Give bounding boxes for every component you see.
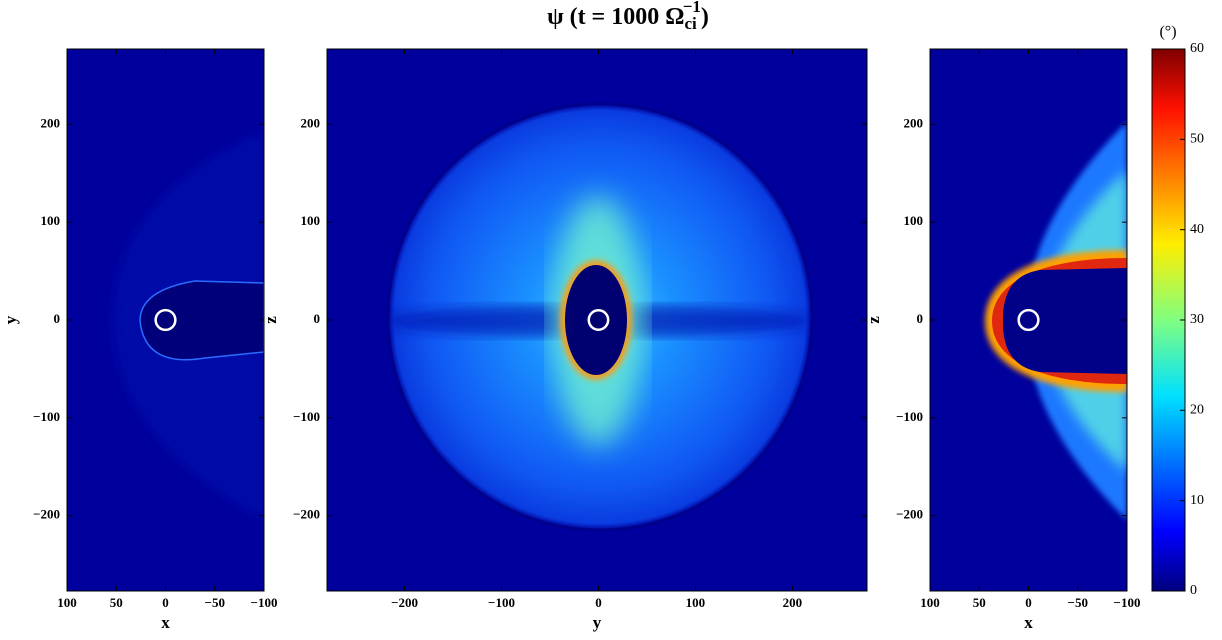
y-tick-label: 100 (301, 213, 321, 228)
colorbar-tick-label: 60 (1190, 41, 1204, 56)
planet-marker (154, 308, 177, 332)
y-axis-label: z (261, 316, 280, 324)
y-tick-label: −100 (896, 409, 923, 424)
panel-field (930, 49, 1127, 591)
colorbar-tick-label: 30 (1190, 312, 1204, 327)
x-tick-label: −100 (1114, 595, 1141, 610)
x-tick-label: 50 (110, 595, 123, 610)
x-tick-label: 200 (783, 595, 803, 610)
x-tick-label: −100 (488, 595, 515, 610)
title-end: ) (701, 4, 709, 30)
x-axis-label: x (161, 613, 170, 632)
y-tick-label: 200 (41, 115, 61, 130)
y-tick-label: −100 (293, 409, 320, 424)
y-tick-label: −200 (293, 507, 320, 522)
x-tick-label: −50 (205, 595, 225, 610)
x-tick-label: 0 (162, 595, 169, 610)
x-tick-label: 0 (595, 595, 602, 610)
colorbar (1151, 48, 1186, 592)
x-tick-label: 0 (1025, 595, 1032, 610)
x-tick-label: 50 (973, 595, 986, 610)
x-tick-label: −50 (1068, 595, 1088, 610)
panel-field (67, 49, 264, 591)
colorbar-label: (°) (1159, 24, 1176, 41)
y-tick-label: 0 (314, 311, 321, 326)
x-tick-label: −100 (251, 595, 278, 610)
y-tick-label: −100 (33, 409, 60, 424)
y-tick-label: 0 (917, 311, 924, 326)
x-tick-label: 100 (57, 595, 77, 610)
y-axis-label: z (864, 316, 883, 324)
y-tick-label: 200 (301, 115, 321, 130)
y-axis-label: y (1, 315, 20, 324)
x-axis-label: x (1024, 613, 1033, 632)
colorbar-tick-label: 20 (1190, 403, 1204, 418)
title-subscript: ci (684, 14, 697, 33)
y-tick-label: −200 (33, 507, 60, 522)
x-tick-label: 100 (686, 595, 706, 610)
colorbar-tick-label: 10 (1190, 493, 1204, 508)
title-superscript: −1 (683, 0, 701, 16)
x-axis-label: y (593, 613, 602, 632)
x-tick-label: 100 (920, 595, 940, 610)
x-tick-label: −200 (391, 595, 418, 610)
title-main: ψ (t = 1000 Ω (547, 4, 684, 30)
y-tick-label: 100 (904, 213, 924, 228)
y-tick-label: 0 (54, 311, 61, 326)
planet-marker (1017, 308, 1040, 332)
y-tick-label: 200 (904, 115, 924, 130)
y-tick-label: 100 (41, 213, 61, 228)
y-tick-label: −200 (896, 507, 923, 522)
panel-field (327, 49, 867, 591)
planet-marker (587, 309, 610, 331)
colorbar-tick-label: 40 (1190, 222, 1204, 237)
colorbar-tick-label: 50 (1190, 132, 1204, 147)
figure-title: ψ (t = 1000 Ωci−1) (547, 0, 709, 33)
colorbar-tick-label: 0 (1190, 583, 1197, 598)
